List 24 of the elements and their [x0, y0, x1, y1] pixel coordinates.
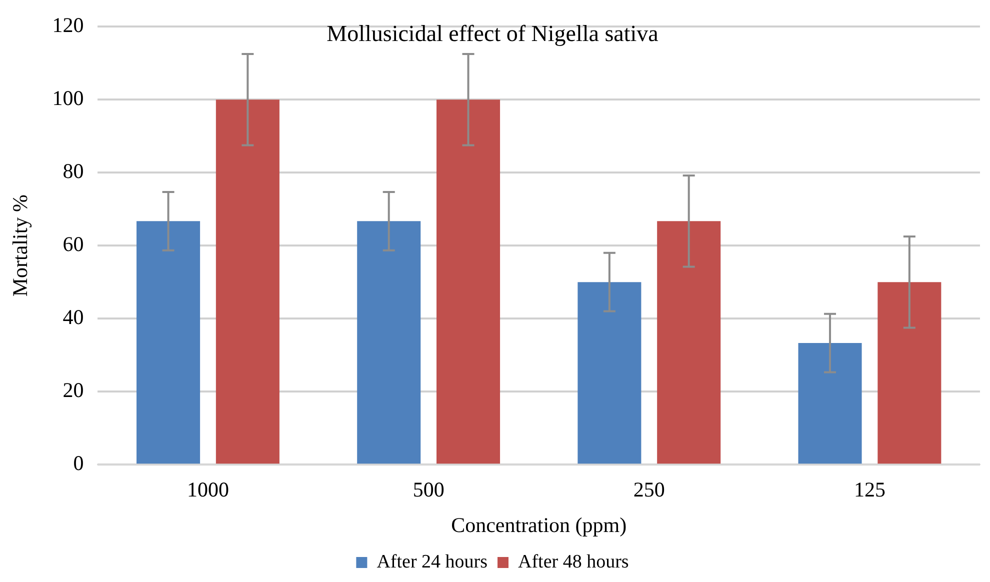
x-tick-label: 500: [412, 478, 444, 502]
y-tick-label: 80: [62, 159, 84, 184]
bar: [436, 100, 500, 464]
legend-label: After 48 hours: [518, 551, 629, 572]
y-tick-label: 100: [52, 86, 84, 110]
x-tick-label: 1000: [186, 478, 229, 502]
chart-title: Mollusicidal effect of Nigella sativa: [326, 20, 658, 46]
bar: [878, 282, 942, 464]
y-tick-label: 0: [73, 451, 84, 476]
bar: [578, 282, 642, 464]
y-tick-label: 40: [62, 305, 84, 330]
x-tick-label: 250: [633, 478, 665, 502]
x-tick-label: 125: [854, 478, 886, 502]
bar: [216, 100, 280, 464]
bar: [136, 221, 200, 464]
y-tick-label: 60: [62, 232, 84, 256]
bar: [657, 221, 721, 464]
y-tick-label: 20: [62, 378, 84, 402]
y-tick-label: 120: [52, 13, 84, 38]
x-axis-title: Concentration (ppm): [451, 512, 627, 537]
bar: [798, 343, 862, 464]
y-axis-title: Mortality %: [8, 194, 32, 297]
bar: [357, 221, 421, 464]
legend-label: After 24 hours: [376, 551, 488, 572]
